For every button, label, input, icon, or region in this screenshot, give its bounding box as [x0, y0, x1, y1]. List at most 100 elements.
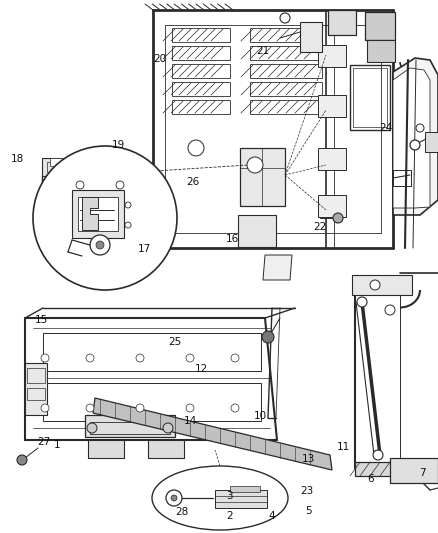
Text: 15: 15 [35, 315, 48, 325]
Text: 17: 17 [138, 245, 151, 254]
Circle shape [90, 235, 110, 255]
Text: 20: 20 [153, 54, 166, 63]
Circle shape [416, 124, 424, 132]
Circle shape [136, 354, 144, 362]
Circle shape [76, 181, 84, 189]
Text: 7: 7 [419, 469, 426, 478]
Bar [172, 64, 230, 78]
Bar [78, 197, 118, 231]
Bar [43, 383, 261, 421]
Circle shape [41, 354, 49, 362]
Text: 13: 13 [302, 455, 315, 464]
Text: 12: 12 [195, 364, 208, 374]
Text: 6: 6 [367, 474, 374, 483]
Bar [215, 490, 267, 508]
Circle shape [410, 140, 420, 150]
Bar [172, 28, 230, 42]
Circle shape [49, 193, 63, 207]
Text: 14: 14 [184, 416, 197, 426]
Bar [318, 148, 346, 170]
Bar [250, 82, 322, 96]
Text: 27: 27 [37, 438, 50, 447]
Bar [352, 275, 412, 295]
Circle shape [136, 404, 144, 412]
Bar [353, 68, 387, 127]
Bar [172, 46, 230, 60]
Bar [238, 215, 276, 247]
Bar [250, 46, 322, 60]
Bar [390, 458, 438, 483]
Bar [172, 82, 230, 96]
Polygon shape [82, 197, 98, 230]
Bar [43, 333, 261, 371]
Circle shape [171, 495, 177, 501]
Bar [47, 162, 99, 172]
Bar [425, 132, 438, 152]
Circle shape [357, 297, 367, 307]
Text: 24: 24 [380, 123, 393, 133]
Bar [393, 170, 411, 186]
Circle shape [116, 181, 124, 189]
Circle shape [247, 157, 263, 173]
Circle shape [85, 193, 99, 207]
Bar [172, 100, 230, 114]
Circle shape [385, 305, 395, 315]
Circle shape [41, 404, 49, 412]
Bar [25, 363, 47, 415]
Text: 5: 5 [305, 506, 312, 515]
Circle shape [231, 404, 239, 412]
Circle shape [188, 140, 204, 156]
Text: 10: 10 [254, 411, 267, 421]
Circle shape [125, 202, 131, 208]
Bar [27, 368, 45, 383]
Polygon shape [93, 398, 332, 470]
Polygon shape [393, 58, 438, 215]
Bar [70, 158, 84, 166]
Text: 4: 4 [268, 511, 275, 521]
Circle shape [333, 213, 343, 223]
Text: 28: 28 [175, 507, 188, 516]
Text: 18: 18 [11, 154, 24, 164]
Text: 25: 25 [169, 337, 182, 347]
Bar [250, 64, 322, 78]
Circle shape [96, 241, 104, 249]
Bar [50, 158, 64, 166]
Text: 16: 16 [226, 234, 239, 244]
Bar [240, 148, 285, 206]
Circle shape [163, 423, 173, 433]
Bar [318, 45, 346, 67]
Text: 3: 3 [226, 491, 233, 500]
Circle shape [186, 354, 194, 362]
Polygon shape [263, 255, 292, 280]
Text: 19: 19 [112, 140, 125, 150]
Bar [27, 388, 45, 400]
Bar [42, 158, 104, 176]
Bar [300, 22, 322, 52]
Circle shape [125, 222, 131, 228]
Text: 1: 1 [53, 440, 60, 450]
Circle shape [186, 404, 194, 412]
Bar [355, 462, 438, 476]
Circle shape [86, 404, 94, 412]
Circle shape [373, 450, 383, 460]
Bar [250, 100, 322, 114]
Bar [367, 40, 395, 62]
Text: 2: 2 [226, 511, 233, 521]
Text: 11: 11 [337, 442, 350, 451]
Circle shape [231, 354, 239, 362]
Circle shape [280, 13, 290, 23]
Bar [318, 95, 346, 117]
Circle shape [86, 354, 94, 362]
Circle shape [87, 423, 97, 433]
Text: 23: 23 [300, 487, 313, 496]
Text: 22: 22 [313, 222, 326, 231]
Bar [328, 10, 356, 35]
Bar [250, 28, 322, 42]
Bar [365, 12, 395, 40]
Text: 21: 21 [256, 46, 269, 56]
Bar [85, 415, 175, 437]
Bar [72, 190, 124, 238]
Circle shape [262, 331, 274, 343]
Polygon shape [393, 68, 430, 208]
Ellipse shape [152, 466, 288, 530]
